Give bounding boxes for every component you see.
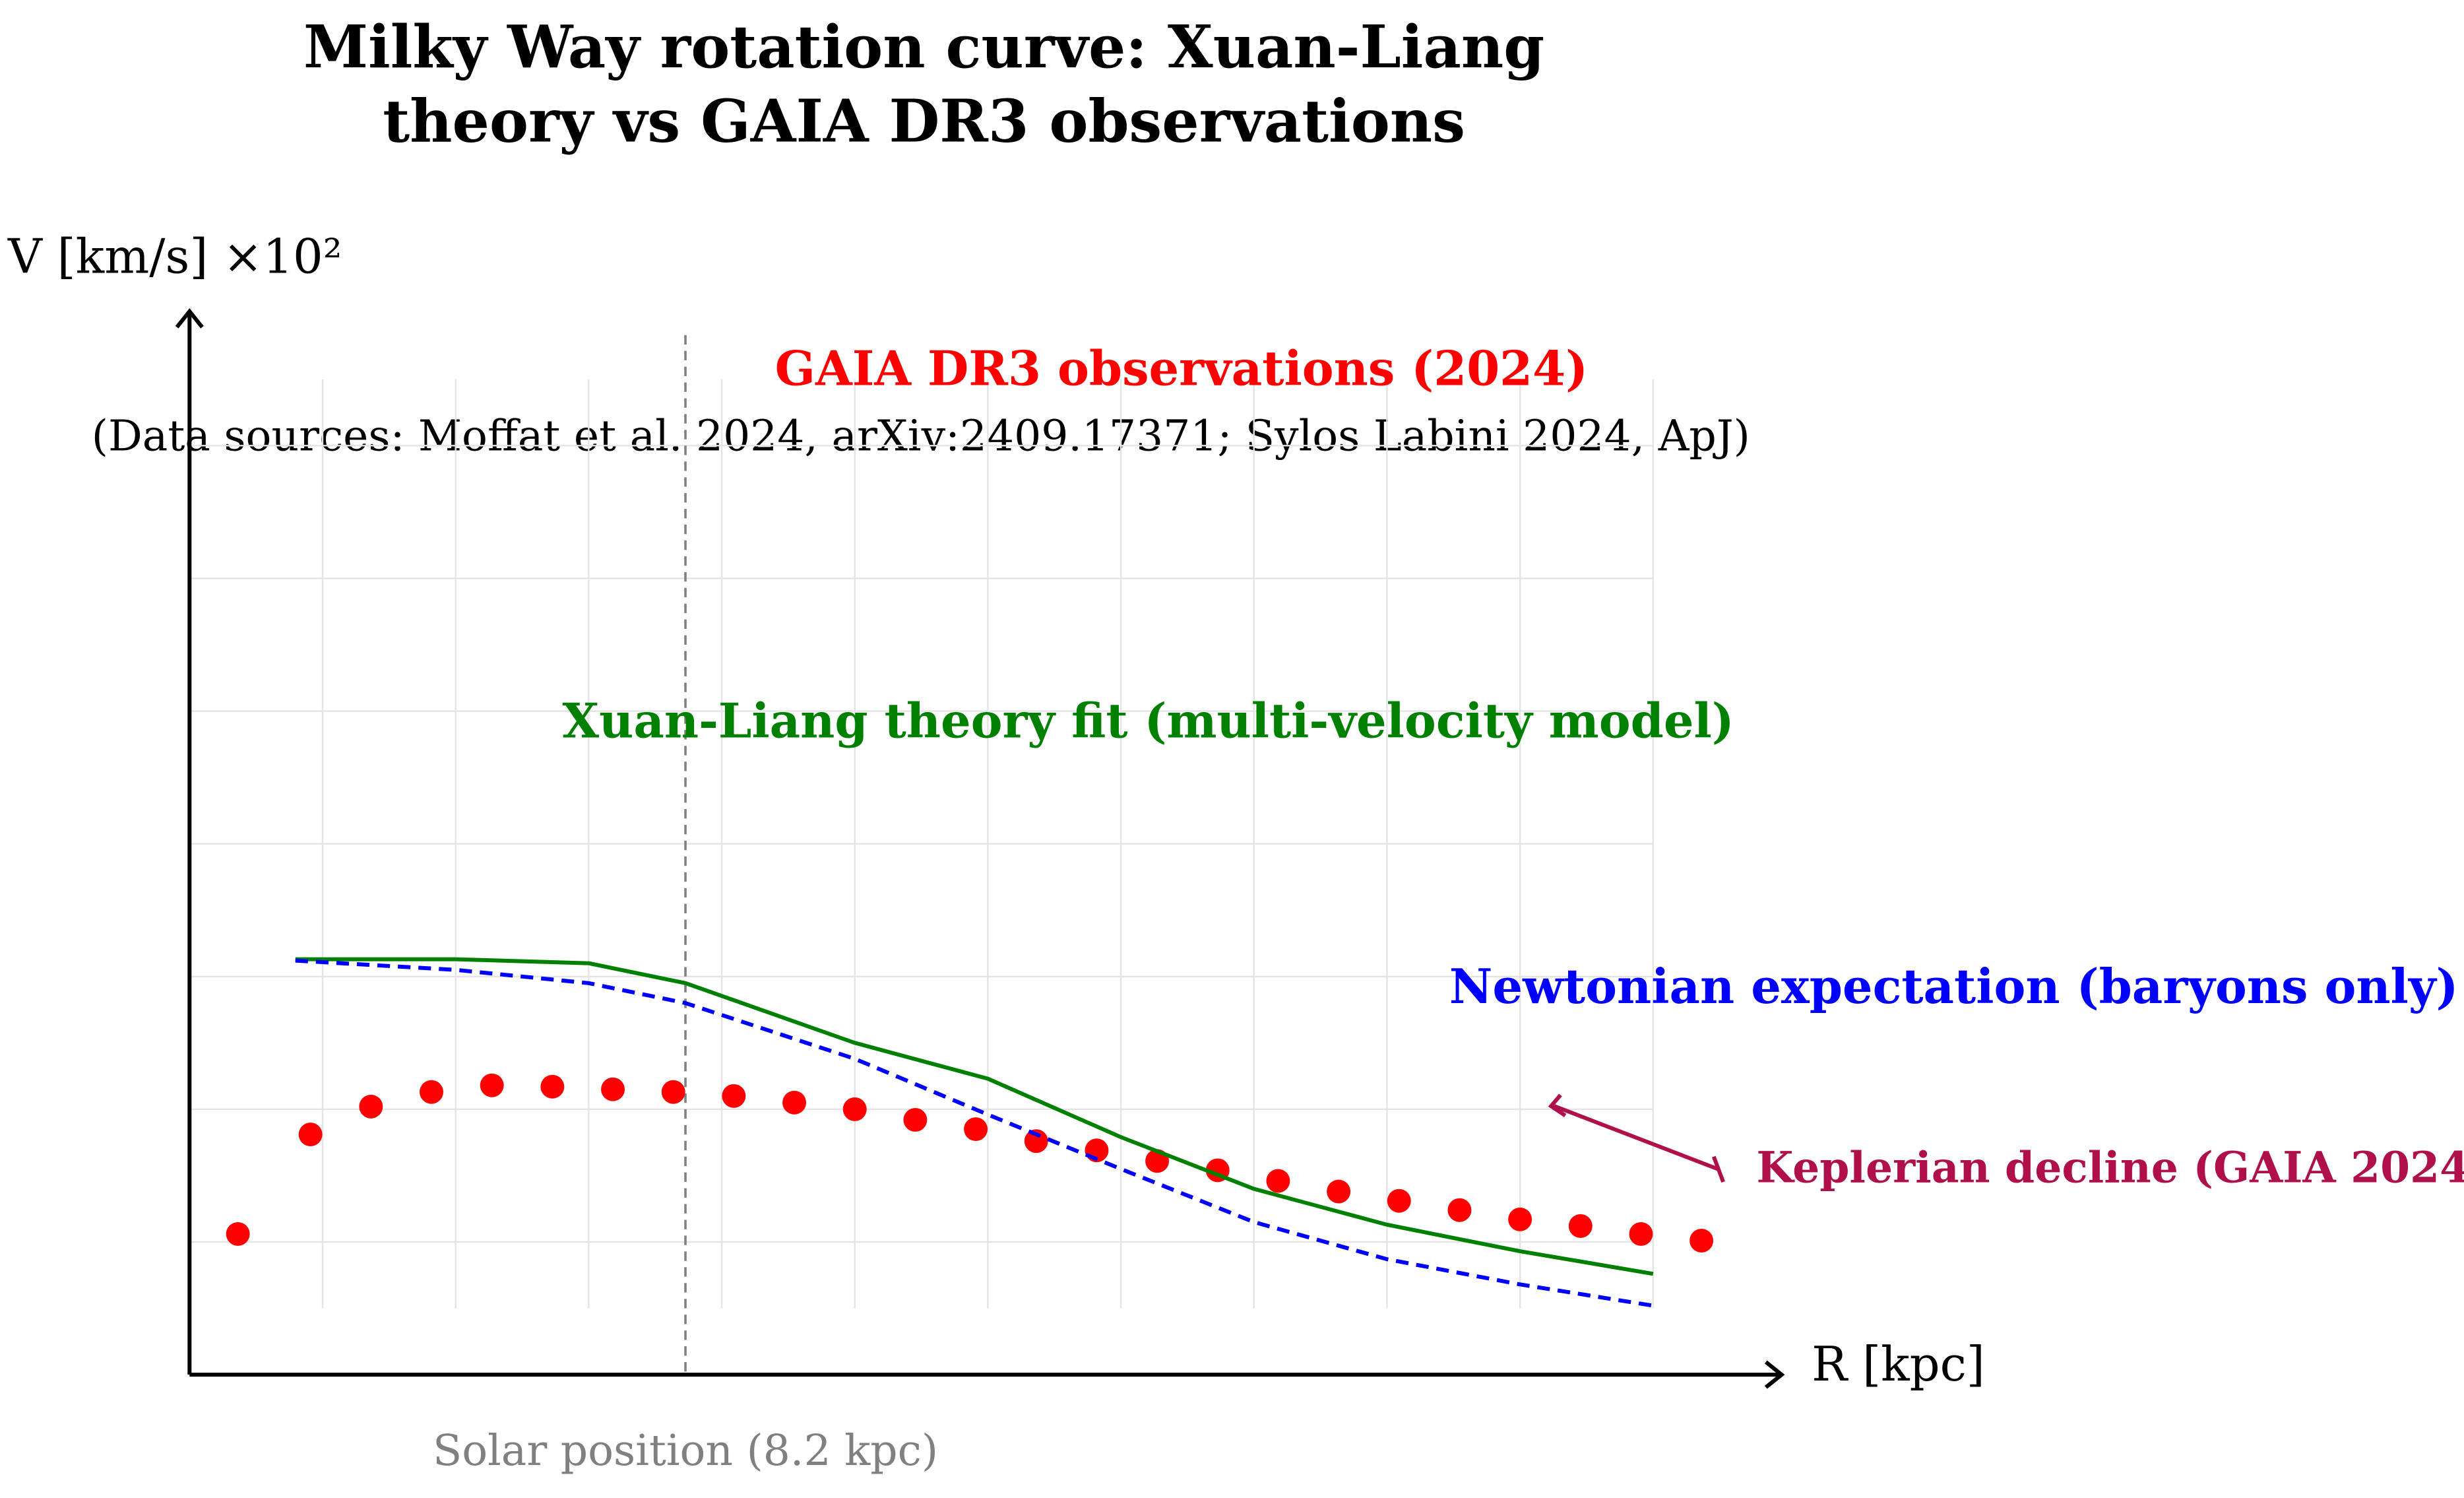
data-point xyxy=(1568,1214,1593,1238)
annotation-tick xyxy=(1711,1156,1725,1183)
series-line xyxy=(295,957,1654,1276)
data-point xyxy=(782,1090,806,1115)
data-point xyxy=(1447,1198,1472,1222)
series-label: Newtonian expectation (baryons only) xyxy=(1449,959,2459,1014)
data-point xyxy=(842,1097,867,1121)
y-axis-label: V [km/s] ×10² xyxy=(7,229,342,284)
data-point xyxy=(1508,1207,1532,1231)
solar-position-label: Solar position (8.2 kpc) xyxy=(433,1426,938,1476)
data-point xyxy=(1629,1221,1653,1246)
data-point xyxy=(661,1080,685,1104)
data-point xyxy=(540,1074,565,1099)
data-point xyxy=(420,1080,443,1104)
data-point xyxy=(226,1221,250,1246)
annotation-arrowhead xyxy=(1548,1093,1567,1117)
series-label: Xuan-Liang theory fit (multi-velocity mo… xyxy=(562,694,1734,749)
data-point xyxy=(298,1123,323,1147)
data-point xyxy=(1690,1229,1714,1253)
annotation-arrow xyxy=(1553,1104,1719,1171)
data-point xyxy=(1024,1129,1048,1154)
subtitle: (Data sources: Moffat et al. 2024, arXiv… xyxy=(92,412,1750,461)
data-point xyxy=(903,1108,928,1132)
data-point xyxy=(359,1094,383,1119)
x-axis-label: R [kpc] xyxy=(1812,1336,1985,1392)
chart-title: theory vs GAIA DR3 observations xyxy=(383,87,1465,156)
y-axis-arrow xyxy=(175,308,204,329)
data-point xyxy=(480,1073,504,1097)
data-point xyxy=(601,1077,625,1101)
series-label: GAIA DR3 observations (2024) xyxy=(775,341,1588,397)
data-point xyxy=(1387,1189,1411,1213)
chart-title: Milky Way rotation curve: Xuan-Liang xyxy=(303,13,1544,81)
data-point xyxy=(722,1084,746,1108)
data-point xyxy=(1266,1169,1290,1193)
data-point xyxy=(964,1117,988,1142)
series-line xyxy=(295,958,1654,1308)
data-point xyxy=(1327,1179,1351,1204)
x-axis-arrow xyxy=(1764,1360,1785,1389)
annotation-label: Keplerian decline (GAIA 2024) xyxy=(1756,1142,2464,1192)
